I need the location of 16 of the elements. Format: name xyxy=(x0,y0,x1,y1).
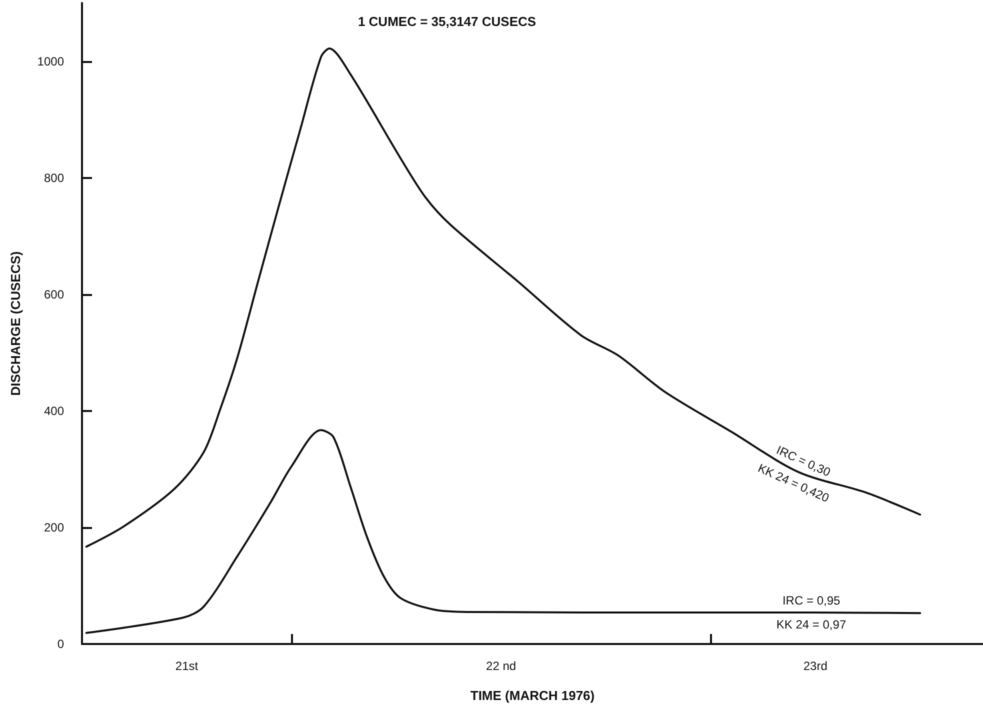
y-tick-label: 0 xyxy=(57,637,64,651)
y-tick-label: 600 xyxy=(44,287,64,302)
y-tick-label: 200 xyxy=(44,520,64,534)
x-tick-label: 21st xyxy=(175,659,199,673)
x-tick-label: 23rd xyxy=(803,659,828,673)
y-tick-label: 800 xyxy=(44,170,64,185)
annotation: KK 24 = 0,97 xyxy=(776,617,846,632)
x-axis-title: TIME (MARCH 1976) xyxy=(470,688,595,703)
y-tick-label: 1000 xyxy=(37,54,64,68)
x-tick-label: 22 nd xyxy=(486,659,516,673)
y-axis-title: DISCHARGE (CUSECS) xyxy=(8,251,23,396)
text: 1 CUMEC = 35,3147 CUSECS xyxy=(358,14,536,29)
y-tick-label: 400 xyxy=(44,404,64,418)
line-series xyxy=(85,47,922,548)
line-series xyxy=(85,429,922,634)
annotation: IRC = 0,95 xyxy=(782,593,841,608)
